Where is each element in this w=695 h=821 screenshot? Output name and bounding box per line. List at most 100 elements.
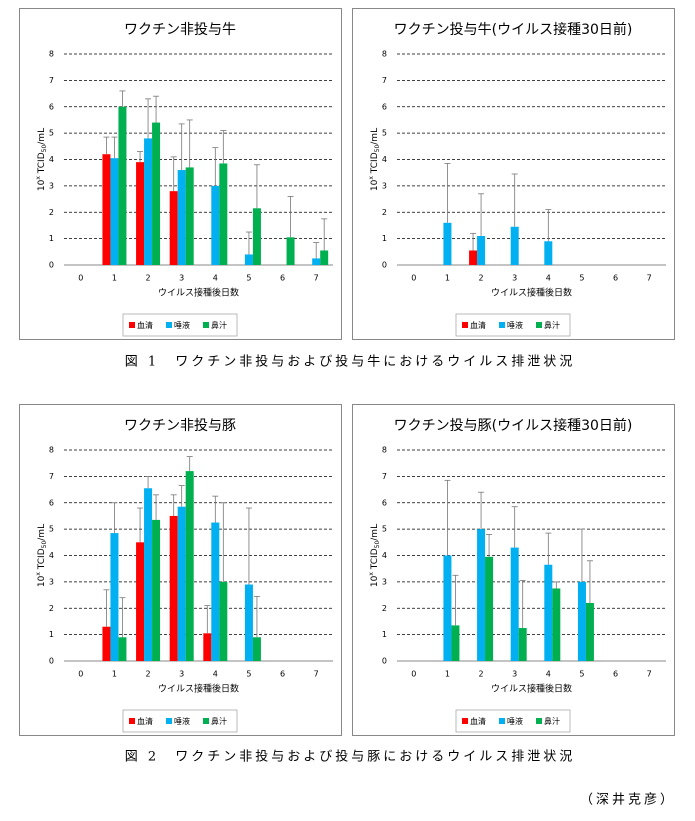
bar (244, 584, 253, 661)
y-tick-label: 7 (382, 472, 387, 481)
x-axis-label: ウイルス接種後日数 (158, 683, 239, 695)
y-tick-label: 3 (49, 577, 54, 586)
bar (118, 637, 127, 661)
y-tick-label: 0 (382, 657, 387, 666)
bar (312, 258, 321, 265)
chart-panel: ワクチン非投与豚 0 1 2 3 4 5 6 7 8 0 1 2 3 4 5 6 7 ウイルス接種後日数 10x TC… (19, 404, 342, 736)
y-axis-label-part: /mL (370, 524, 380, 541)
bar (451, 625, 460, 661)
x-tick-label: 4 (546, 670, 551, 679)
y-axis-label: 10x TCID50/mL (368, 128, 381, 191)
y-tick-label: 2 (382, 208, 387, 217)
bar (320, 250, 329, 265)
y-tick-label: 5 (49, 525, 54, 534)
x-tick-label: 2 (146, 274, 151, 283)
legend-label: 血清 (470, 716, 486, 726)
bar (118, 106, 127, 265)
y-tick-label: 8 (382, 446, 387, 455)
y-tick-label: 0 (382, 261, 387, 270)
bar (252, 208, 261, 265)
y-tick-label: 1 (382, 234, 387, 243)
chart-title: ワクチン投与豚(ウイルス接種30日前) (394, 417, 633, 434)
x-axis-label: ウイルス接種後日数 (491, 287, 572, 299)
x-tick-label: 1 (445, 670, 450, 679)
y-tick-label: 4 (382, 551, 387, 560)
y-axis-label-part: 50 (374, 541, 381, 549)
y-tick-label: 6 (49, 102, 54, 111)
y-axis-label-part: 10 (37, 575, 47, 587)
legend-label: 血清 (137, 320, 153, 330)
x-tick-label: 7 (647, 274, 652, 283)
y-tick-label: 8 (49, 446, 54, 455)
bar (485, 556, 494, 661)
legend-label: 唾液 (507, 716, 523, 726)
bar (443, 555, 452, 661)
y-axis-label-part: TCID (37, 152, 47, 176)
x-tick-label: 5 (579, 670, 584, 679)
y-axis-label-part: 10 (370, 179, 380, 191)
bar (144, 488, 153, 661)
x-tick-label: 4 (213, 274, 218, 283)
y-tick-label: 1 (49, 234, 54, 243)
legend-label: 唾液 (174, 320, 190, 330)
y-tick-label: 2 (49, 604, 54, 613)
x-tick-label: 3 (512, 670, 517, 679)
bar (144, 138, 153, 265)
x-tick-label: 6 (280, 670, 285, 679)
y-tick-label: 4 (49, 551, 54, 560)
y-tick-label: 1 (49, 630, 54, 639)
x-axis-label: ウイルス接種後日数 (158, 287, 239, 299)
x-tick-label: 1 (445, 274, 450, 283)
bar (169, 515, 178, 661)
y-axis-label-part: x (35, 572, 42, 576)
bar (510, 547, 519, 661)
x-tick-label: 7 (314, 274, 319, 283)
y-axis-label-part: /mL (370, 128, 380, 145)
y-tick-label: 6 (49, 498, 54, 507)
y-tick-label: 7 (49, 472, 54, 481)
x-tick-label: 2 (479, 274, 484, 283)
bar (477, 529, 486, 661)
x-tick-label: 4 (546, 274, 551, 283)
y-tick-label: 4 (49, 155, 54, 164)
x-tick-label: 0 (411, 274, 416, 283)
y-axis-label-part: TCID (370, 152, 380, 176)
x-tick-label: 1 (112, 274, 117, 283)
bar (185, 471, 194, 661)
y-axis-label-part: /mL (37, 128, 47, 145)
bar (152, 519, 161, 661)
bar (110, 158, 119, 265)
legend-swatch (536, 322, 542, 328)
y-axis-label-part: 50 (374, 145, 381, 153)
y-tick-label: 8 (49, 50, 54, 59)
y-axis-label: 10x TCID50/mL (35, 128, 48, 191)
y-tick-label: 5 (49, 129, 54, 138)
chart-panel: ワクチン投与牛(ウイルス接種30日前) 0 1 2 3 4 5 6 7 8 0 1 2 3 4 5 6 7 ウイルス… (352, 8, 675, 340)
x-tick-label: 5 (246, 274, 251, 283)
bar (577, 581, 586, 661)
bar (211, 185, 220, 265)
x-tick-label: 5 (246, 670, 251, 679)
legend-label: 鼻汁 (544, 716, 560, 726)
y-tick-label: 6 (382, 102, 387, 111)
legend-box (455, 313, 571, 337)
bar (585, 602, 594, 661)
bar (286, 237, 295, 265)
y-tick-label: 7 (382, 76, 387, 85)
x-tick-label: 7 (647, 670, 652, 679)
legend-box (122, 709, 238, 733)
y-tick-label: 2 (49, 208, 54, 217)
bar (169, 191, 178, 265)
legend-swatch (536, 718, 542, 724)
y-tick-label: 0 (49, 261, 54, 270)
y-axis-label-part: TCID (370, 548, 380, 572)
bar (510, 226, 519, 265)
legend-swatch (462, 718, 468, 724)
bar (219, 581, 228, 661)
legend-box (455, 709, 571, 733)
bar (552, 588, 561, 661)
x-tick-label: 3 (179, 670, 184, 679)
bar (244, 254, 253, 265)
x-tick-label: 2 (479, 670, 484, 679)
